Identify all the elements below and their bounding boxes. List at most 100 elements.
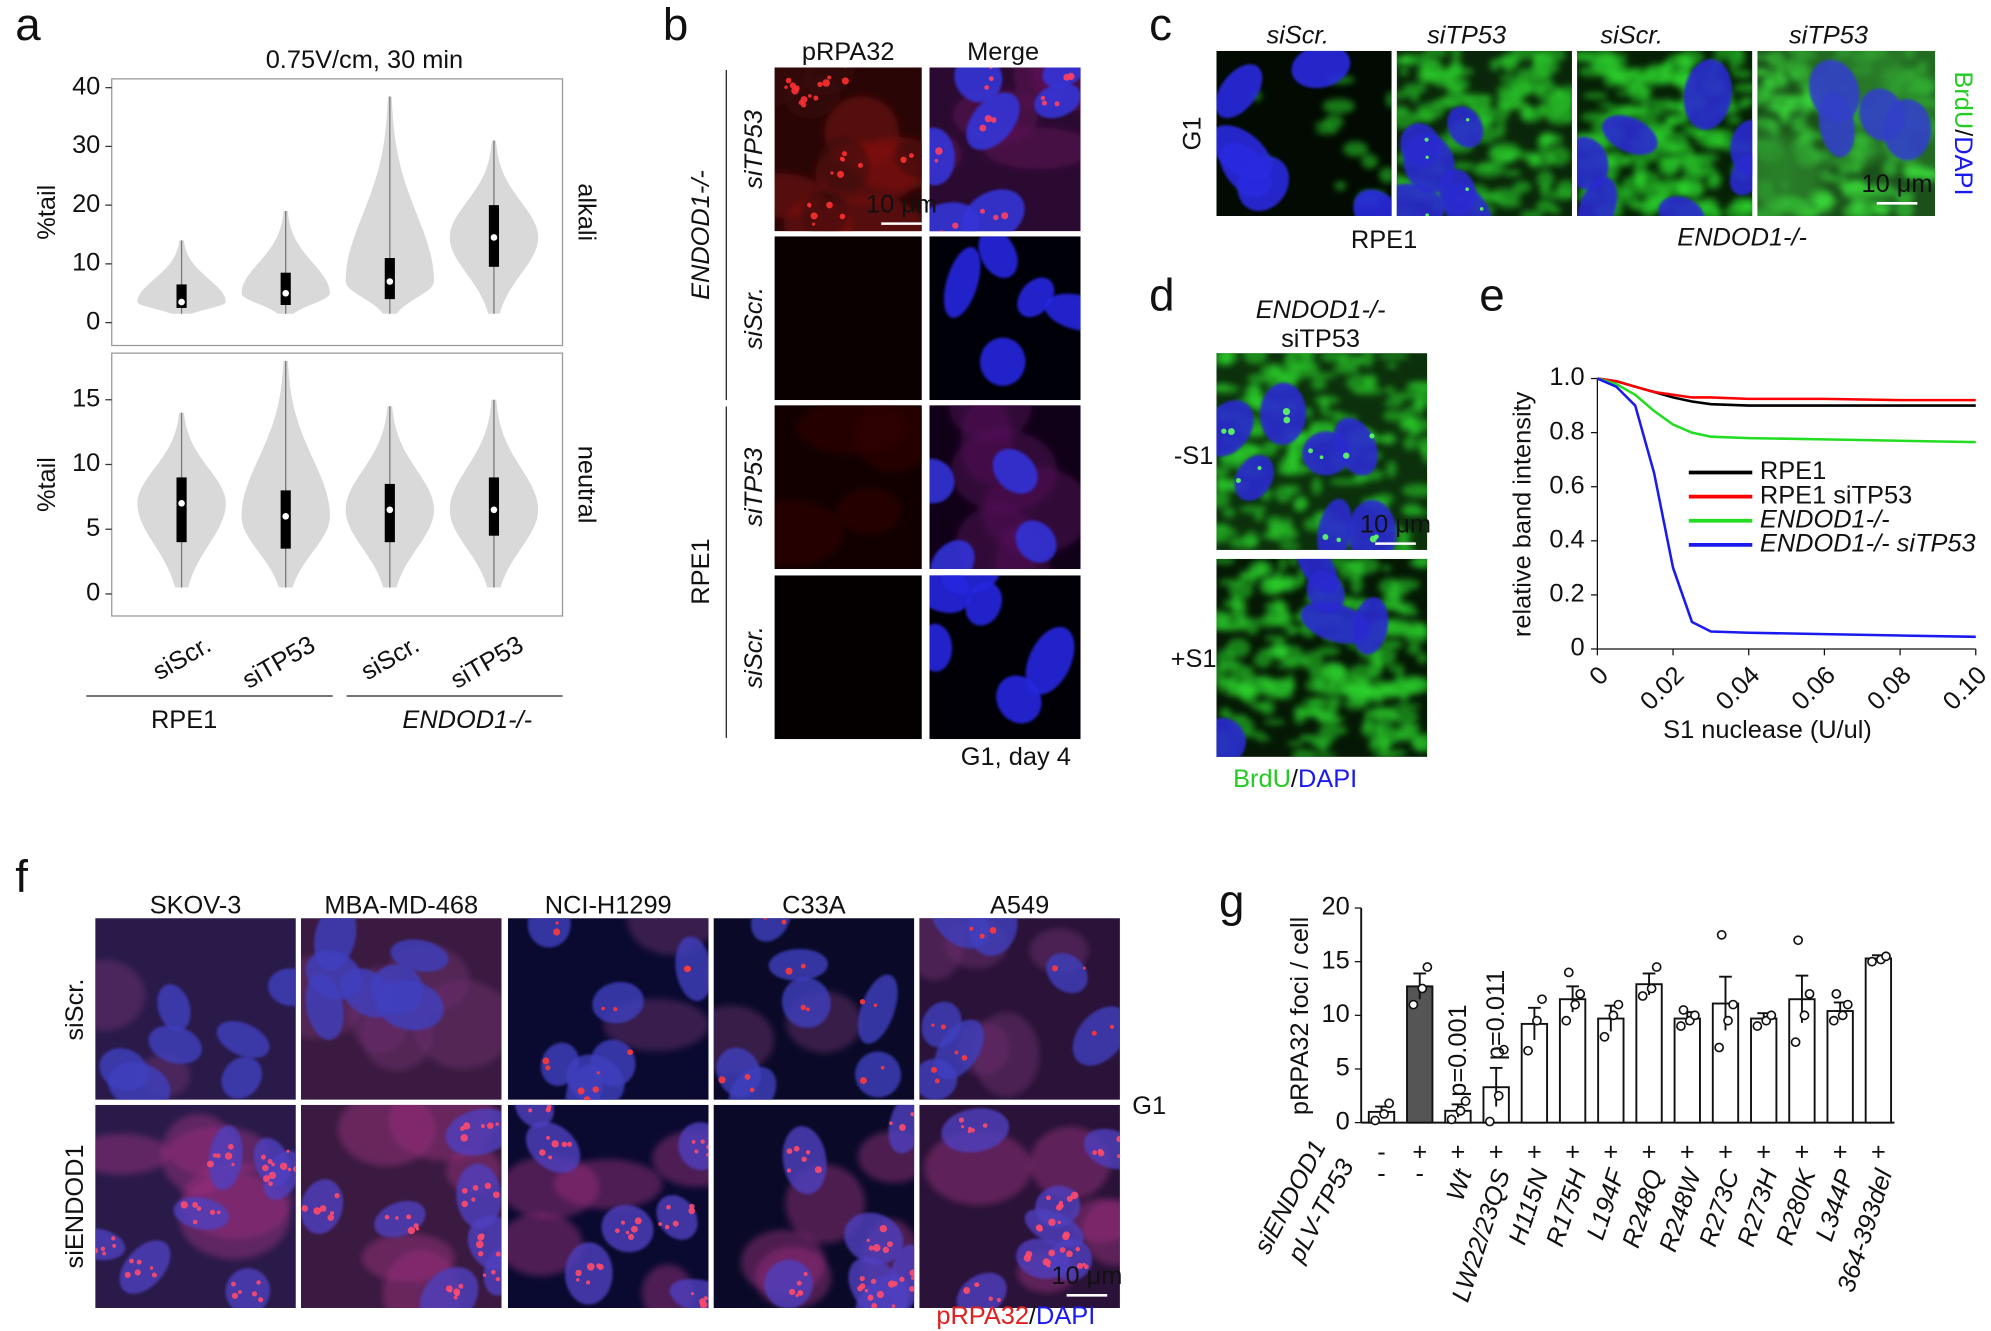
- brdu-signal: [1216, 466, 1231, 477]
- focus: [1070, 1191, 1079, 1200]
- nucleus: [1234, 455, 1274, 501]
- focus: [102, 1251, 107, 1256]
- y-tick-label: 0: [86, 579, 100, 607]
- brdu-signal: [1377, 353, 1410, 360]
- brdu-signal: [1744, 197, 1753, 212]
- focus: [625, 1230, 630, 1235]
- nucleus: [313, 918, 357, 971]
- iqr-box: [176, 477, 187, 543]
- y-tick-label: 0.2: [1549, 580, 1584, 608]
- focus: [796, 1280, 802, 1286]
- brdu-signal: [1263, 719, 1286, 725]
- nucleus: [119, 1240, 171, 1294]
- panel-label: a: [15, 0, 41, 50]
- brdu-signal: [1396, 731, 1418, 742]
- focus: [237, 1290, 242, 1295]
- focus: [1075, 1246, 1081, 1252]
- focus: [859, 1077, 867, 1085]
- data-point: [1676, 1021, 1686, 1031]
- bar: [1750, 1017, 1778, 1124]
- row-label: siScr.: [740, 626, 768, 689]
- micrograph: [774, 575, 922, 740]
- row-value: +: [1565, 1138, 1580, 1166]
- micrograph: [95, 918, 296, 1100]
- focus: [909, 153, 914, 159]
- row-label: G1: [1178, 117, 1206, 151]
- focus: [258, 1297, 264, 1303]
- brdu-signal: [1497, 199, 1523, 208]
- focus: [260, 1154, 266, 1160]
- focus: [1319, 455, 1324, 460]
- data-point: [1804, 988, 1815, 999]
- brdu-signal: [1216, 383, 1231, 390]
- legend-label: RPE1: [1760, 457, 1826, 485]
- brdu-signal: [1216, 527, 1238, 538]
- brdu-signal: [1279, 542, 1301, 550]
- x-tick-label: Wt: [1441, 1165, 1478, 1204]
- row-value: +: [1412, 1138, 1427, 1166]
- focus: [841, 77, 849, 85]
- focus: [415, 1227, 420, 1231]
- focus: [551, 1140, 559, 1148]
- column-label: A549: [990, 891, 1049, 919]
- focus: [960, 1125, 965, 1129]
- focus: [699, 1298, 706, 1306]
- x-tick-label: siScr.: [148, 631, 216, 686]
- brdu-signal: [1332, 363, 1360, 375]
- focus: [151, 1272, 157, 1278]
- y-tick-label: 15: [72, 384, 100, 412]
- focus: [1048, 1249, 1056, 1257]
- brdu-signal: [1216, 665, 1228, 678]
- y-tick-label: 0: [1571, 634, 1585, 662]
- y-axis-label: pRPA32 foci / cell: [1286, 917, 1314, 1115]
- focus: [666, 1204, 671, 1210]
- focus: [817, 81, 823, 88]
- nucleus: [592, 981, 644, 1024]
- focus: [785, 967, 793, 975]
- focus: [859, 1275, 865, 1282]
- brdu-signal: [1379, 681, 1406, 697]
- focus: [811, 222, 816, 226]
- x-tick-label: 0.06: [1786, 661, 1841, 716]
- focus: [706, 1152, 709, 1157]
- group-label: ENDOD1-/-: [402, 706, 532, 734]
- brdu-signal: [1688, 130, 1714, 138]
- nucleus: [216, 1021, 270, 1059]
- brdu-signal: [1307, 420, 1340, 427]
- cytoplasm-signal: [1757, 133, 1816, 217]
- focus: [934, 158, 939, 163]
- brdu-signal: [1391, 709, 1419, 725]
- focus: [859, 999, 866, 1005]
- focus: [407, 1226, 416, 1235]
- nucleus: [941, 1108, 1010, 1153]
- focus: [482, 1273, 487, 1277]
- focus: [672, 1220, 679, 1227]
- x-axis-label: S1 nuclease (U/ul): [1663, 716, 1872, 744]
- brdu-signal: [1231, 595, 1242, 613]
- nucleus: [1348, 499, 1397, 550]
- focus: [1054, 101, 1060, 107]
- brdu-signal: [1313, 680, 1326, 691]
- focus: [974, 1282, 980, 1288]
- brdu-signal: [1402, 83, 1427, 95]
- data-point: [1651, 962, 1662, 972]
- nucleus: [992, 448, 1038, 494]
- focus: [940, 1024, 946, 1030]
- brdu-signal: [1243, 353, 1268, 365]
- brdu-signal: [1538, 109, 1565, 120]
- x-tick-label: siScr.: [356, 631, 424, 686]
- focus: [935, 147, 943, 155]
- brdu-signal: [1310, 372, 1337, 379]
- nucleus: [1300, 601, 1371, 644]
- focus: [988, 1296, 993, 1301]
- focus: [785, 77, 792, 84]
- focus: [808, 94, 812, 98]
- condition-label: neutral: [573, 446, 601, 524]
- brdu-signal: [1771, 105, 1801, 114]
- data-point: [1575, 988, 1586, 999]
- brdu-signal: [1541, 66, 1551, 79]
- focus: [803, 1271, 808, 1277]
- focus: [279, 1162, 288, 1171]
- column-label: C33A: [782, 891, 846, 919]
- focus: [256, 1280, 261, 1285]
